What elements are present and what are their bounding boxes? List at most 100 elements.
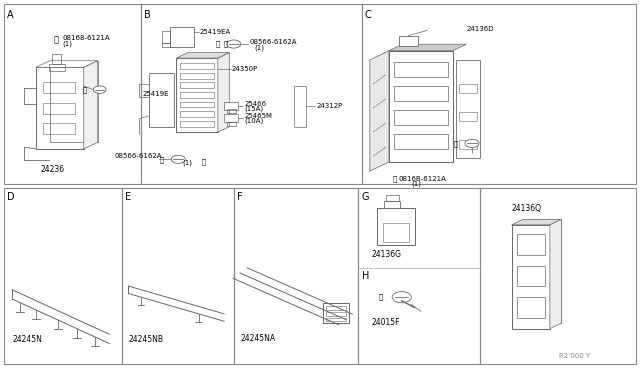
Text: 24245NB: 24245NB: [129, 335, 163, 344]
Polygon shape: [511, 219, 561, 225]
Bar: [511, 225, 550, 329]
Bar: [4, 4, 141, 184]
Circle shape: [93, 86, 106, 93]
Text: Ⓢ: Ⓢ: [83, 86, 87, 93]
Text: 24136Q: 24136Q: [511, 204, 541, 213]
Polygon shape: [176, 52, 229, 58]
Bar: [394, 134, 448, 149]
Bar: [326, 307, 346, 310]
Bar: [49, 64, 65, 71]
Bar: [362, 4, 636, 184]
Bar: [479, 188, 636, 364]
Bar: [149, 73, 174, 127]
Text: 24136G: 24136G: [371, 250, 401, 259]
Bar: [163, 43, 170, 47]
Polygon shape: [84, 61, 98, 149]
Circle shape: [227, 40, 241, 48]
Circle shape: [465, 139, 479, 147]
Text: (1): (1): [412, 181, 421, 187]
Text: 24245N: 24245N: [12, 335, 42, 344]
Text: (1): (1): [63, 41, 72, 47]
Text: (10A): (10A): [244, 118, 264, 124]
Text: B: B: [145, 10, 151, 20]
Text: 24136D: 24136D: [467, 26, 494, 32]
Polygon shape: [370, 51, 389, 171]
Bar: [224, 102, 238, 110]
Text: 24236: 24236: [40, 165, 65, 174]
Bar: [323, 303, 349, 323]
Bar: [52, 54, 61, 64]
Text: 08168-6121A: 08168-6121A: [63, 35, 110, 42]
Bar: [163, 32, 170, 42]
Bar: [516, 266, 545, 286]
Bar: [50, 61, 98, 142]
Bar: [176, 58, 218, 132]
Polygon shape: [389, 44, 467, 51]
Bar: [358, 188, 479, 364]
Text: 25419EA: 25419EA: [200, 29, 231, 35]
Bar: [378, 208, 415, 245]
Bar: [180, 82, 214, 88]
Text: 25465M: 25465M: [244, 113, 273, 119]
Bar: [384, 201, 400, 208]
Bar: [516, 297, 545, 318]
Bar: [4, 188, 122, 364]
Text: Ⓢ: Ⓢ: [54, 35, 59, 44]
Bar: [180, 111, 214, 117]
Text: Ⓢ: Ⓢ: [202, 158, 206, 165]
Bar: [394, 86, 448, 101]
Bar: [456, 60, 480, 158]
Text: 0816B-6121A: 0816B-6121A: [399, 176, 447, 182]
Text: (1): (1): [255, 44, 265, 51]
Bar: [460, 140, 477, 149]
Text: (15A): (15A): [244, 105, 264, 112]
Bar: [326, 318, 346, 321]
Text: 24312P: 24312P: [316, 103, 342, 109]
Bar: [180, 121, 214, 127]
Bar: [141, 4, 362, 184]
Bar: [170, 27, 194, 47]
Bar: [383, 223, 410, 241]
Bar: [386, 195, 399, 201]
Text: Ⓢ: Ⓢ: [392, 175, 396, 182]
Bar: [180, 73, 214, 78]
Text: (1): (1): [182, 159, 193, 166]
Text: Ⓢ: Ⓢ: [378, 294, 383, 301]
Text: R2’000 Y: R2’000 Y: [559, 353, 591, 359]
Bar: [180, 63, 214, 69]
Bar: [44, 82, 76, 93]
Bar: [44, 103, 76, 114]
Text: F: F: [237, 192, 243, 202]
Text: A: A: [7, 10, 13, 20]
Polygon shape: [218, 52, 229, 132]
Text: D: D: [7, 192, 15, 202]
Bar: [180, 102, 214, 108]
Circle shape: [392, 292, 412, 303]
Bar: [44, 123, 76, 134]
Text: 08566-6162A: 08566-6162A: [250, 39, 297, 45]
Polygon shape: [550, 219, 561, 329]
Text: Ⓢ: Ⓢ: [223, 41, 227, 47]
Bar: [394, 62, 448, 77]
Bar: [399, 36, 418, 46]
Bar: [122, 188, 234, 364]
Bar: [36, 67, 84, 149]
Text: 08566-6162A: 08566-6162A: [114, 153, 162, 159]
Text: Ⓢ: Ⓢ: [454, 140, 458, 147]
Bar: [227, 122, 236, 126]
Bar: [460, 112, 477, 121]
Bar: [227, 109, 236, 113]
Text: C: C: [365, 10, 371, 20]
Bar: [224, 114, 238, 122]
Text: H: H: [362, 271, 369, 281]
Bar: [234, 188, 358, 364]
Text: 24350P: 24350P: [232, 66, 258, 72]
Bar: [460, 84, 477, 93]
Bar: [294, 86, 306, 127]
Text: E: E: [125, 192, 131, 202]
Text: 24245NA: 24245NA: [240, 334, 275, 343]
Text: 25419E: 25419E: [143, 92, 169, 97]
Circle shape: [172, 155, 185, 163]
Text: 24015F: 24015F: [371, 318, 399, 327]
Bar: [394, 110, 448, 125]
